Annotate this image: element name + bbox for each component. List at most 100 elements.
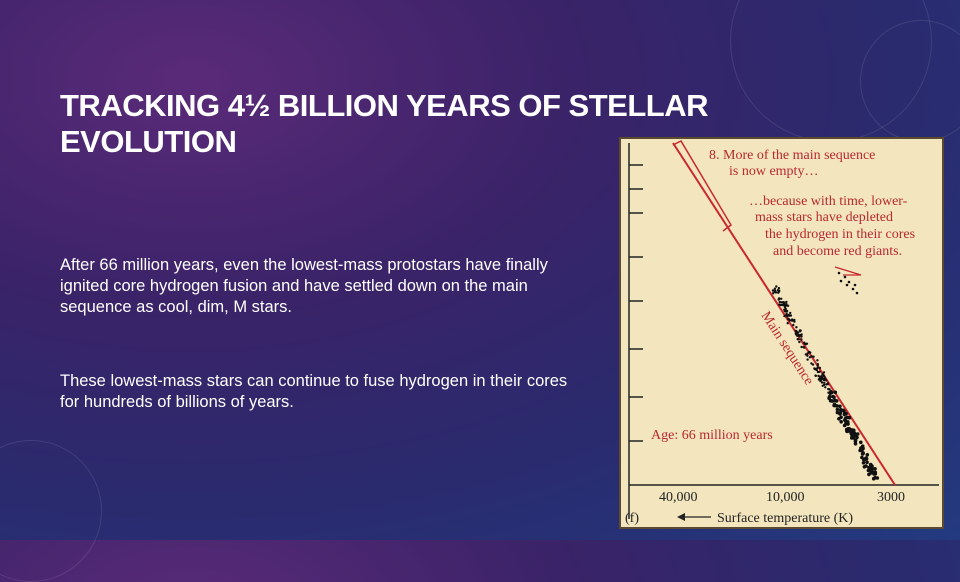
panel-label: (f) xyxy=(625,511,639,526)
giant-star-dot xyxy=(855,291,859,295)
giant-star-dot xyxy=(839,279,843,283)
star-dot xyxy=(846,422,850,426)
star-dot xyxy=(837,417,841,421)
star-dot xyxy=(862,457,867,462)
x-tick-3000: 3000 xyxy=(877,490,905,505)
star-dot xyxy=(818,377,821,380)
star-dot xyxy=(780,297,783,300)
giant-star-dot xyxy=(847,280,851,284)
star-dot xyxy=(795,330,798,334)
star-dot xyxy=(792,319,796,322)
star-dot xyxy=(853,438,858,443)
star-dot xyxy=(814,368,817,371)
star-dot xyxy=(855,432,860,436)
red-giant-stars xyxy=(837,271,859,295)
star-dot xyxy=(786,315,789,318)
star-dot xyxy=(810,355,813,358)
age-label: Age: 66 million years xyxy=(651,428,773,443)
star-dot xyxy=(806,352,809,355)
star-dot xyxy=(772,292,775,295)
star-dot xyxy=(845,427,850,432)
star-dot xyxy=(796,334,799,337)
star-dot xyxy=(834,399,839,403)
star-dot xyxy=(871,476,876,481)
paragraph-main-sequence: After 66 million years, even the lowest-… xyxy=(60,256,548,316)
star-dot xyxy=(822,371,826,374)
note-8-line1: 8. More of the main sequence xyxy=(709,148,875,163)
note-because-line2: mass stars have depleted xyxy=(755,210,893,225)
star-dot xyxy=(786,322,789,325)
red-giant-bracket xyxy=(834,266,862,276)
star-dot xyxy=(829,399,834,403)
star-dot xyxy=(820,375,824,379)
star-dot xyxy=(803,342,807,345)
star-dot xyxy=(838,408,843,412)
star-dot xyxy=(804,353,807,356)
star-dot xyxy=(808,356,812,359)
star-dot xyxy=(849,429,854,433)
star-dot xyxy=(853,442,858,446)
star-dot xyxy=(824,378,827,381)
note-8-line2: is now empty… xyxy=(729,164,818,179)
giant-star-dot xyxy=(853,283,857,287)
star-dot xyxy=(789,314,793,317)
giant-star-dot xyxy=(837,271,841,275)
star-dot xyxy=(865,453,870,457)
star-dot xyxy=(832,395,836,400)
star-dot xyxy=(785,312,788,315)
star-dot xyxy=(826,382,830,385)
main-sequence-line xyxy=(672,142,896,486)
y-ticks xyxy=(629,164,643,442)
star-dot xyxy=(783,301,786,304)
star-dot xyxy=(800,338,803,341)
star-dot xyxy=(821,373,824,376)
star-dot xyxy=(828,388,831,391)
star-dot xyxy=(859,440,863,445)
star-dot xyxy=(838,404,842,409)
star-dot xyxy=(844,411,848,416)
star-dot xyxy=(798,340,801,344)
star-dot xyxy=(789,311,792,315)
main-sequence-stars xyxy=(771,285,880,481)
paragraph-lowest-mass: These lowest-mass stars can continue to … xyxy=(60,372,568,411)
x-tick-10000: 10,000 xyxy=(766,490,805,505)
star-dot xyxy=(786,304,790,307)
star-dot xyxy=(833,403,838,408)
star-dot xyxy=(809,351,812,354)
star-dot xyxy=(872,472,876,476)
star-dot xyxy=(843,418,847,422)
star-dot xyxy=(816,359,819,362)
star-dot xyxy=(797,338,800,341)
star-dot xyxy=(787,313,790,317)
x-axis-label: Surface temperature (K) xyxy=(717,511,853,526)
star-dot xyxy=(827,396,831,401)
star-dot xyxy=(819,379,822,383)
star-dot xyxy=(790,319,794,322)
star-dot xyxy=(806,358,809,361)
star-dot xyxy=(777,298,780,301)
star-dot xyxy=(868,465,873,469)
star-dot xyxy=(833,390,838,395)
star-dot xyxy=(818,366,822,370)
star-dot xyxy=(860,444,865,449)
note-because-line4: and become red giants. xyxy=(773,244,902,259)
star-dot xyxy=(800,333,803,336)
star-dot xyxy=(792,323,795,327)
slide-title: TRACKING 4½ BILLION YEARS OF STELLAR EVO… xyxy=(60,88,708,159)
star-dot xyxy=(823,381,826,384)
star-dot xyxy=(799,330,802,333)
star-dot xyxy=(860,452,865,456)
star-dot xyxy=(865,460,869,465)
x-tick-40000: 40,000 xyxy=(659,490,698,505)
star-dot xyxy=(829,390,832,393)
star-dot xyxy=(775,285,778,288)
star-dot xyxy=(821,377,824,381)
star-dot xyxy=(816,370,820,374)
star-dot xyxy=(783,308,786,311)
star-dot xyxy=(795,326,798,329)
star-dot xyxy=(806,354,809,357)
star-dot xyxy=(824,386,827,389)
star-dot xyxy=(811,363,815,366)
star-dot xyxy=(802,346,805,349)
star-dot xyxy=(820,381,824,384)
